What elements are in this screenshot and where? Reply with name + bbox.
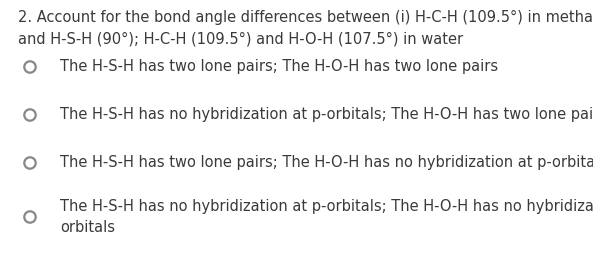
Text: 2. Account for the bond angle differences between (i) H-C-H (109.5°) in methane
: 2. Account for the bond angle difference… [18,10,593,46]
Text: The H-S-H has two lone pairs; The H-O-H has no hybridization at p-orbitals: The H-S-H has two lone pairs; The H-O-H … [60,155,593,170]
Text: The H-S-H has no hybridization at p-orbitals; The H-O-H has two lone pairs: The H-S-H has no hybridization at p-orbi… [60,107,593,123]
Text: The H-S-H has two lone pairs; The H-O-H has two lone pairs: The H-S-H has two lone pairs; The H-O-H … [60,60,498,75]
Text: The H-S-H has no hybridization at p-orbitals; The H-O-H has no hybridization at : The H-S-H has no hybridization at p-orbi… [60,199,593,235]
